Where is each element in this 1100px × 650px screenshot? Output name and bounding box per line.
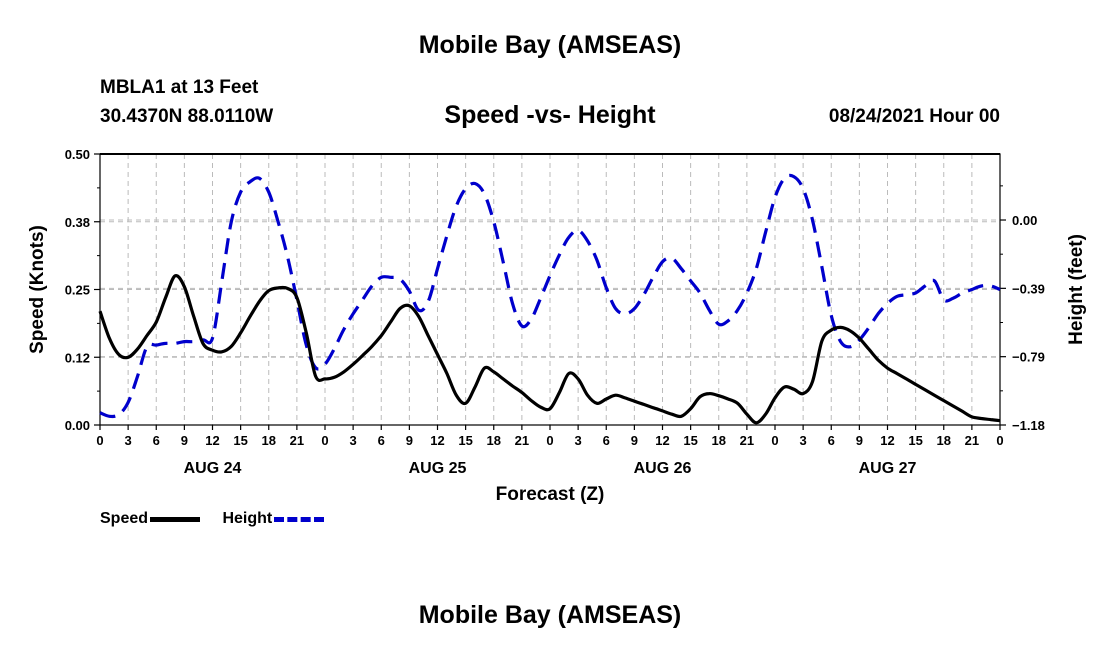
chart-subtitle: Speed -vs- Height bbox=[444, 101, 656, 129]
x-tick-label: 18 bbox=[712, 433, 726, 448]
legend-swatch-height bbox=[274, 516, 325, 522]
x-tick-label: 3 bbox=[350, 433, 357, 448]
x-tick-label: 3 bbox=[800, 433, 807, 448]
chart-main-title: Mobile Bay (AMSEAS) bbox=[418, 31, 682, 59]
x-tick-label: 18 bbox=[262, 433, 276, 448]
x-tick-label: 6 bbox=[603, 433, 610, 448]
x-day-label: AUG 25 bbox=[409, 460, 467, 477]
y2-tick-label: −0.79 bbox=[1012, 350, 1045, 365]
x-tick-label: 0 bbox=[771, 433, 778, 448]
forecast-datetime: 08/24/2021 Hour 00 bbox=[828, 106, 1000, 127]
x-tick-label: 15 bbox=[233, 433, 247, 448]
y2-tick-label: −0.39 bbox=[1012, 281, 1045, 296]
station-label: MBLA1 at 13 Feet bbox=[100, 77, 259, 98]
legend: Speed Height bbox=[100, 510, 342, 528]
x-tick-label: 15 bbox=[908, 433, 922, 448]
x-axis-title: Forecast (Z) bbox=[496, 484, 605, 505]
x-tick-label: 6 bbox=[828, 433, 835, 448]
legend-item-height: Height bbox=[222, 510, 325, 528]
y-tick-label: 0.50 bbox=[65, 147, 90, 162]
legend-label-speed: Speed bbox=[100, 510, 149, 527]
x-tick-label: 0 bbox=[321, 433, 328, 448]
x-tick-label: 9 bbox=[856, 433, 863, 448]
x-tick-label: 9 bbox=[631, 433, 638, 448]
x-day-label: AUG 24 bbox=[184, 460, 242, 477]
y-tick-label: 0.25 bbox=[65, 283, 90, 298]
legend-item-speed: Speed bbox=[100, 510, 201, 528]
x-tick-label: 9 bbox=[181, 433, 188, 448]
x-tick-label: 15 bbox=[458, 433, 472, 448]
x-tick-label: 0 bbox=[546, 433, 553, 448]
x-tick-label: 21 bbox=[740, 433, 754, 448]
x-tick-label: 21 bbox=[965, 433, 979, 448]
y2-axis-title: Height (feet) bbox=[1066, 234, 1087, 345]
y2-tick-label: 0.00 bbox=[1012, 213, 1037, 228]
x-day-label: AUG 27 bbox=[859, 460, 917, 477]
y-tick-label: 0.00 bbox=[65, 418, 90, 433]
y-tick-label: 0.12 bbox=[65, 350, 90, 365]
x-tick-label: 3 bbox=[125, 433, 132, 448]
x-tick-label: 18 bbox=[487, 433, 501, 448]
x-tick-label: 21 bbox=[290, 433, 304, 448]
x-day-label: AUG 26 bbox=[634, 460, 692, 477]
x-tick-label: 6 bbox=[378, 433, 385, 448]
series-line-speed bbox=[98, 274, 1001, 425]
x-tick-label: 0 bbox=[996, 433, 1003, 448]
x-tick-label: 12 bbox=[430, 433, 444, 448]
y-tick-label: 0.38 bbox=[65, 215, 90, 230]
x-tick-label: 9 bbox=[406, 433, 413, 448]
x-tick-label: 15 bbox=[683, 433, 697, 448]
x-tick-label: 18 bbox=[937, 433, 951, 448]
coordinates-label: 30.4370N 88.0110W bbox=[100, 106, 274, 127]
y-axis-title: Speed (Knots) bbox=[27, 225, 48, 354]
legend-swatch-speed bbox=[150, 516, 201, 522]
x-tick-label: 12 bbox=[205, 433, 219, 448]
x-tick-label: 0 bbox=[96, 433, 103, 448]
y2-tick-label: −1.18 bbox=[1012, 418, 1045, 433]
series-line-height bbox=[99, 173, 1001, 419]
x-tick-label: 3 bbox=[575, 433, 582, 448]
x-tick-label: 12 bbox=[880, 433, 894, 448]
chart-bottom-title: Mobile Bay (AMSEAS) bbox=[418, 601, 682, 629]
x-tick-label: 12 bbox=[655, 433, 669, 448]
x-tick-label: 6 bbox=[153, 433, 160, 448]
legend-label-height: Height bbox=[222, 510, 273, 527]
x-tick-label: 21 bbox=[515, 433, 529, 448]
